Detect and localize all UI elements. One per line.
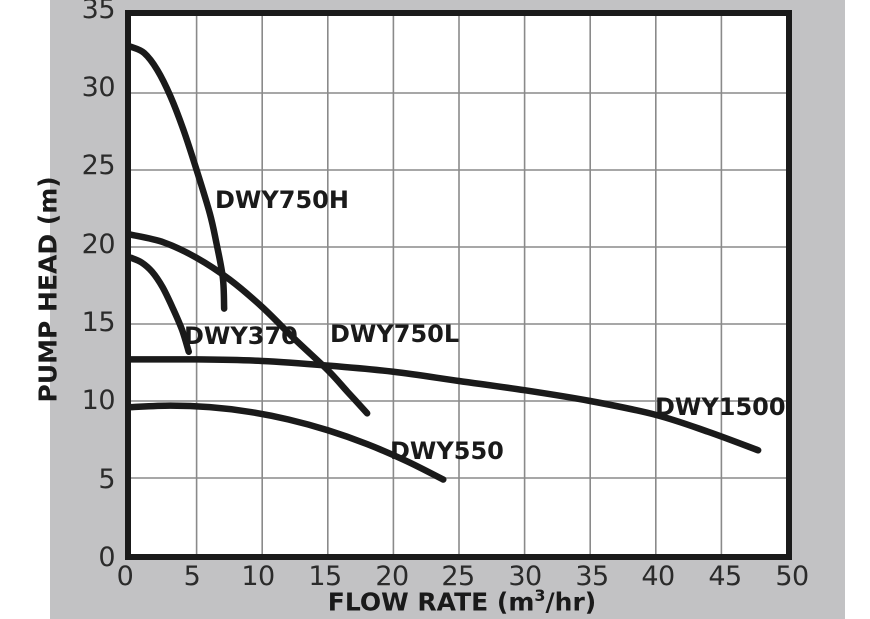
curve-dwy1500: [131, 356, 762, 454]
y-tick-30: 30: [81, 72, 116, 103]
x-tick-25: 25: [441, 561, 475, 592]
y-axis-title: PUMP HEAD (m): [33, 176, 63, 403]
x-tick-30: 30: [508, 561, 542, 592]
series-label-dwy370: DWY370: [184, 322, 298, 350]
curve-dwy370: [131, 254, 192, 355]
x-axis-title-prefix: FLOW RATE (m: [327, 587, 535, 617]
x-tick-15: 15: [308, 561, 342, 592]
grid-lines: [131, 16, 786, 554]
x-tick-45: 45: [708, 561, 742, 592]
plot-inner: [131, 16, 786, 554]
series-label-dwy1500: DWY1500: [655, 393, 786, 421]
y-tick-5: 5: [98, 464, 115, 495]
y-tick-20: 20: [81, 229, 116, 260]
curve-dwy750l: [131, 231, 371, 417]
y-tick-35: 35: [81, 0, 116, 25]
y-tick-0: 0: [98, 542, 115, 573]
x-tick-5: 5: [183, 561, 201, 592]
y-tick-10: 10: [81, 385, 116, 416]
series-label-dwy750h: DWY750H: [215, 186, 349, 214]
x-tick-50: 50: [775, 561, 809, 592]
x-tick-20: 20: [375, 561, 409, 592]
y-tick-25: 25: [81, 150, 116, 181]
x-axis-title: FLOW RATE (m3/hr): [312, 586, 612, 616]
pump-curves: [131, 43, 762, 483]
curve-dwy550: [131, 402, 447, 483]
plot-area: [125, 10, 792, 560]
x-axis-title-exponent: 3: [534, 586, 546, 605]
y-tick-15: 15: [81, 307, 116, 338]
x-tick-0: 0: [116, 561, 134, 592]
curve-dwy750h: [131, 43, 228, 312]
series-label-dwy550: DWY550: [390, 437, 504, 465]
x-tick-40: 40: [641, 561, 675, 592]
x-tick-35: 35: [575, 561, 609, 592]
x-tick-10: 10: [241, 561, 275, 592]
x-axis-title-suffix: /hr): [545, 587, 597, 617]
series-label-dwy750l: DWY750L: [330, 320, 460, 348]
